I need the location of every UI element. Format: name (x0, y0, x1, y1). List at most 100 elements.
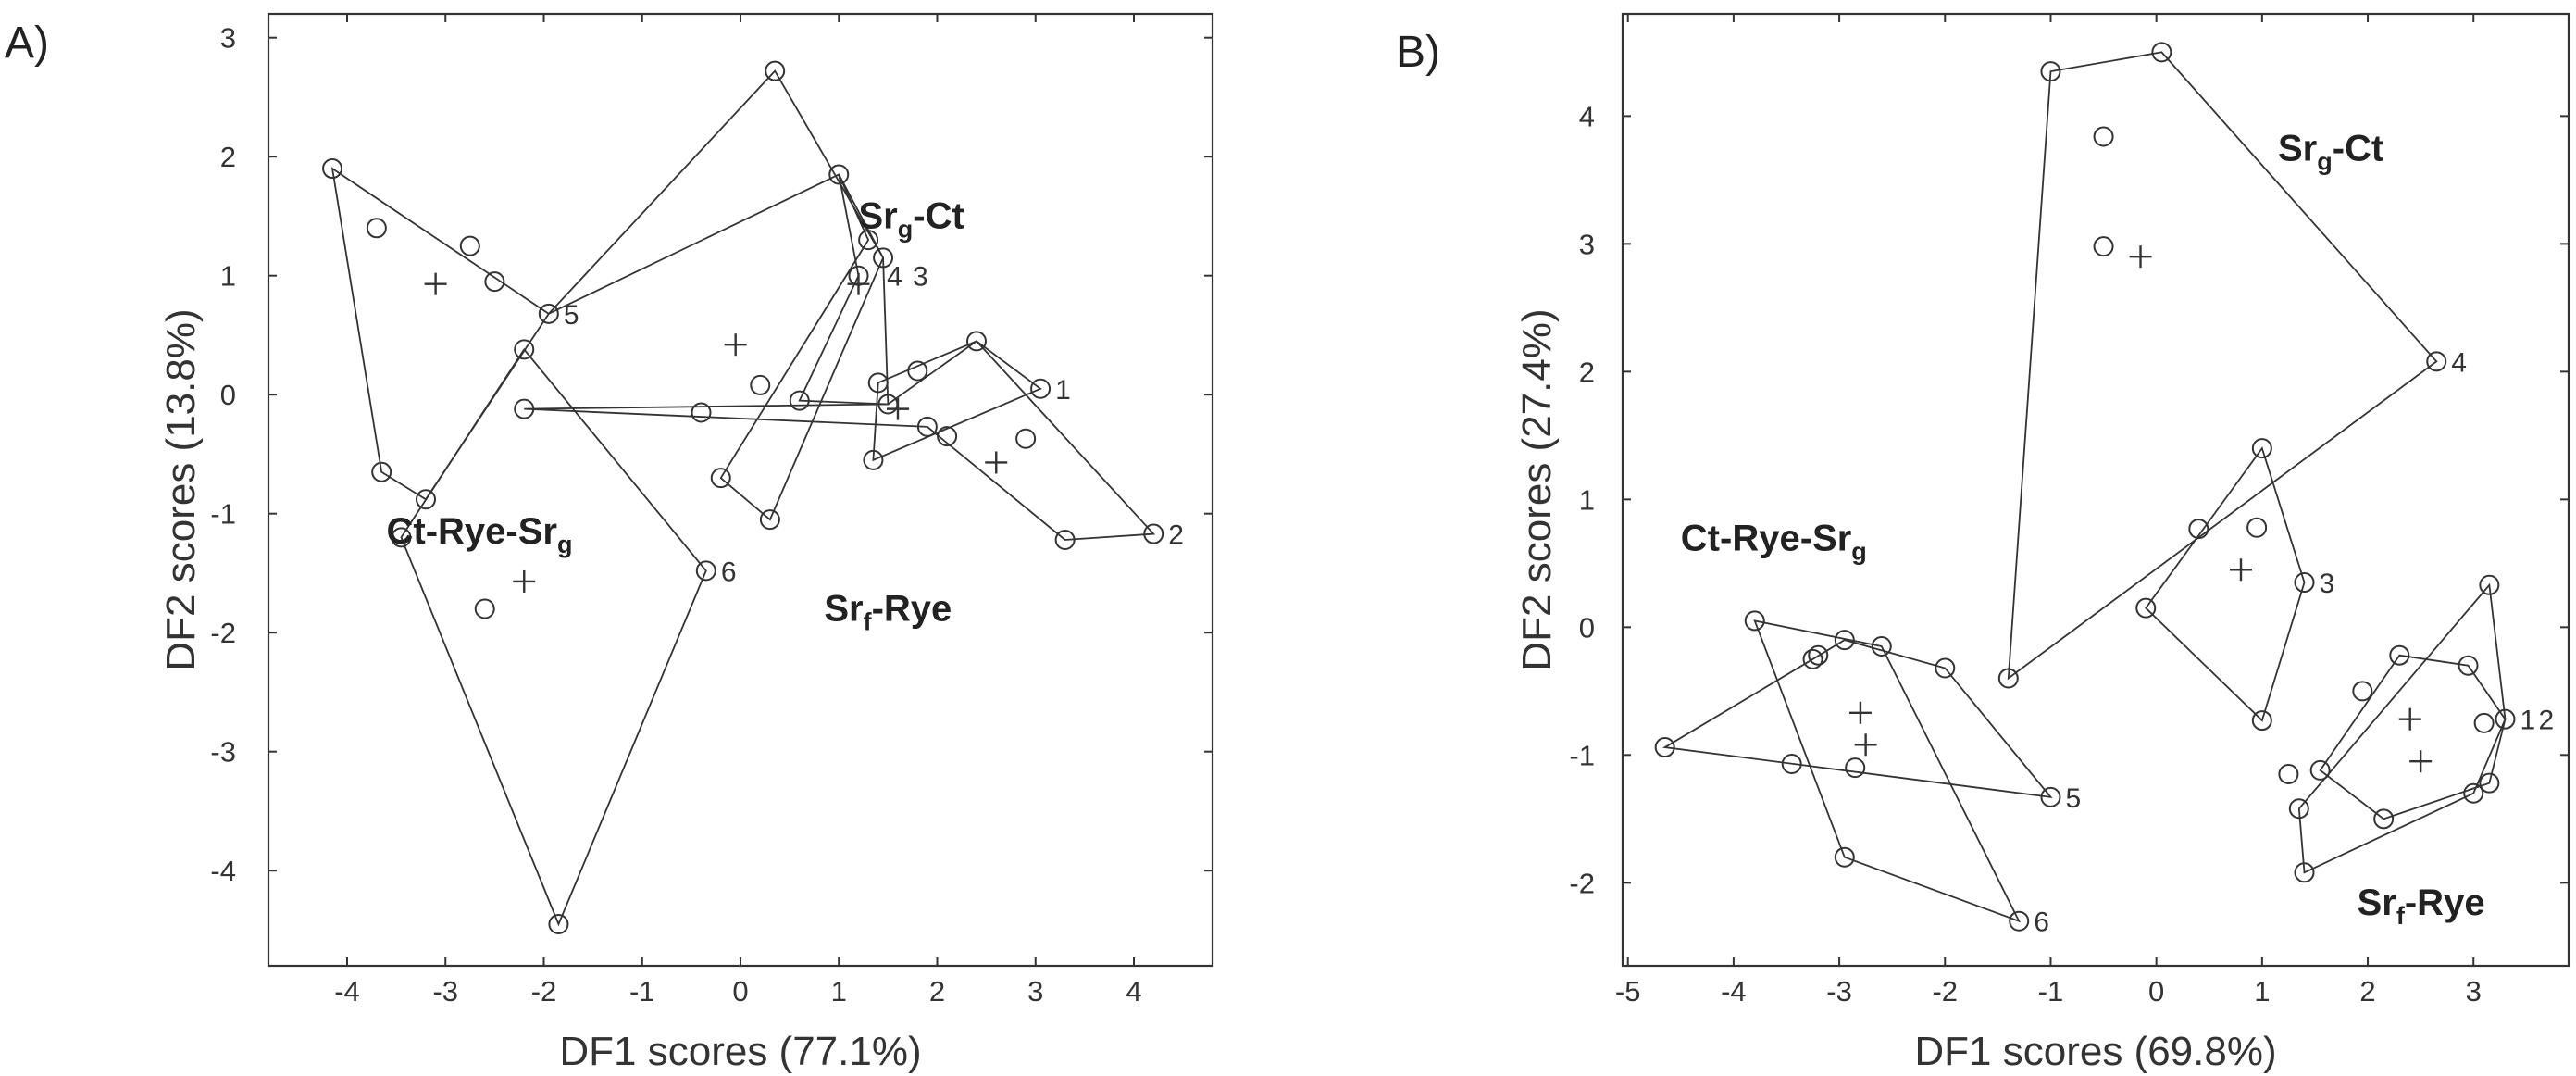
panel-b-data-point (1871, 636, 1892, 657)
panel-b-data-point (1802, 648, 1823, 669)
panel-a-centroid-marker (887, 397, 909, 420)
panel-b-x-tick-label: -3 (1826, 975, 1852, 1007)
group-label-rest: -Rye (872, 588, 952, 629)
group-label-base: Sr (824, 588, 863, 629)
panel-a-group-label: Srg-Ct (859, 195, 964, 243)
panel-a-centroid-marker (985, 451, 1008, 474)
panel-a-data-point (459, 235, 480, 256)
group-label-base: Sr (2358, 882, 2396, 923)
panel-b-y-tick-label: 1 (1579, 483, 1595, 516)
panel-b-centroid-marker (2230, 558, 2253, 582)
panel-b-hull-6 (1753, 619, 2022, 923)
panel-a-data-point (691, 402, 712, 423)
panel-b-plot-frame (1621, 12, 2570, 968)
panel-b-data-point (1654, 737, 1675, 758)
panel-a-data-point (1030, 378, 1052, 399)
panel-a-data-point (366, 218, 387, 239)
panel-b-hull-number-label: 1 (2520, 706, 2535, 736)
panel-a-data-point (484, 271, 505, 293)
panel-b-data-point (1744, 610, 1765, 632)
panel-a-y-tick-label: 2 (220, 141, 236, 173)
panel-a-hull-number-label: 3 (913, 262, 928, 293)
panel-b-label: B) (1396, 28, 1440, 77)
panel-b-data-point (2246, 517, 2268, 538)
panel-a-y-tick-label: 0 (220, 379, 236, 411)
panel-b-y-tick-label: 3 (1579, 228, 1595, 260)
panel-a-hull-number-label: 6 (721, 557, 737, 587)
panel-b-group-label: Srf-Rye (2358, 882, 2485, 930)
panel-a-centroid-marker (724, 333, 747, 357)
panel-b-data-point (2040, 61, 2061, 82)
panel-a-data-point (765, 60, 786, 81)
panel-a-data-point (907, 360, 928, 382)
group-label-rest: -Ct (2333, 129, 2384, 169)
panel-a-hull-1 (872, 340, 1042, 462)
panel-a-data-point (789, 390, 810, 411)
panel-a-y-tick-label: -4 (210, 855, 236, 887)
group-label-base: Sr (2278, 129, 2317, 169)
panel-b-data-point (2495, 708, 2516, 730)
panel-a-data-point (710, 468, 731, 489)
panel-b-data-point (2135, 597, 2157, 619)
group-label-subscript: g (898, 215, 914, 243)
panel-b-data-point (1781, 753, 1802, 774)
panel-b-hull-number-label: 4 (2451, 347, 2467, 378)
panel-b-data-point (1997, 668, 2019, 689)
panel-b-data-point (2463, 782, 2484, 804)
panel-a-hull-number-label: 1 (1055, 375, 1071, 406)
panel-b-data-point (2093, 236, 2114, 257)
panel-b-y-tick-label: -1 (1569, 739, 1595, 771)
panel-a-hull-number-label: 5 (564, 300, 579, 331)
panel-b-data-point (2479, 574, 2500, 595)
panel-b-y-tick-label: -2 (1569, 867, 1595, 899)
panel-b-hull-3 (2145, 446, 2306, 722)
panel-a-x-tick-label: 3 (1027, 975, 1043, 1007)
panel-b-data-point (1834, 846, 1855, 868)
panel-b-group-label: Ct-Rye-Srg (1681, 519, 1867, 566)
panel-a-x-tick-label: 2 (929, 975, 945, 1007)
panel-a-data-point (416, 489, 436, 510)
panel-a-data-point (474, 598, 495, 619)
group-label-subscript: f (2396, 902, 2406, 930)
panel-b-data-point (1808, 644, 1829, 666)
panel-a-data-point (1143, 523, 1164, 544)
panel-b-data-point (2188, 519, 2209, 540)
panel-a-label: A) (5, 19, 49, 68)
panel-b-y-tick-label: 0 (1579, 611, 1595, 644)
group-label-rest: -Ct (913, 195, 964, 236)
panel-a-data-point (966, 331, 987, 352)
panel-a-x-tick-label: -1 (629, 975, 655, 1007)
panel-b-data-point (2251, 438, 2272, 459)
group-label-subscript: g (557, 531, 573, 558)
group-label-base: Ct-Rye-Sr (1681, 519, 1851, 559)
panel-b-data-point (2040, 786, 2061, 807)
panel-a-x-tick-label: 0 (732, 975, 748, 1007)
panel-a-data-point (1054, 529, 1076, 550)
panel-b-x-tick-label: 2 (2359, 975, 2375, 1007)
panel-b-centroid-marker (2398, 707, 2421, 731)
panel-b-data-point (2294, 572, 2315, 594)
panel-b-centroid-marker (2409, 750, 2433, 773)
panel-a-data-point (514, 398, 535, 419)
panel-a-y-axis-title: DF2 scores (13.8%) (158, 308, 204, 670)
panel-b-x-tick-label: 0 (2148, 975, 2164, 1007)
panel-a-data-point (863, 449, 884, 470)
panel-a-y-tick-label: -2 (210, 617, 236, 649)
panel-a-hull-number-label: 4 (887, 262, 902, 293)
panel-a-data-point (514, 339, 535, 360)
panel-b-data-point (2009, 910, 2030, 932)
panel-a-data-point (391, 527, 412, 548)
panel-b-y-tick-label: 2 (1579, 356, 1595, 388)
panel-a-y-tick-label: -3 (210, 736, 236, 769)
panel-b-group-label: Srg-Ct (2278, 129, 2383, 176)
panel-a-group-label: Ct-Rye-Srg (387, 511, 573, 558)
panel-a-data-point (873, 247, 894, 269)
panel-b-centroid-marker (1848, 701, 1872, 724)
panel-a-hull-number-label: 2 (1168, 520, 1184, 551)
panel-a-x-tick-label: -3 (432, 975, 458, 1007)
panel-b-hull-2 (2319, 654, 2507, 820)
panel-b-x-tick-label: -5 (1615, 975, 1641, 1007)
panel-b-x-axis-title: DF1 scores (69.8%) (1914, 1029, 2276, 1074)
group-label-rest: -Rye (2405, 882, 2485, 923)
